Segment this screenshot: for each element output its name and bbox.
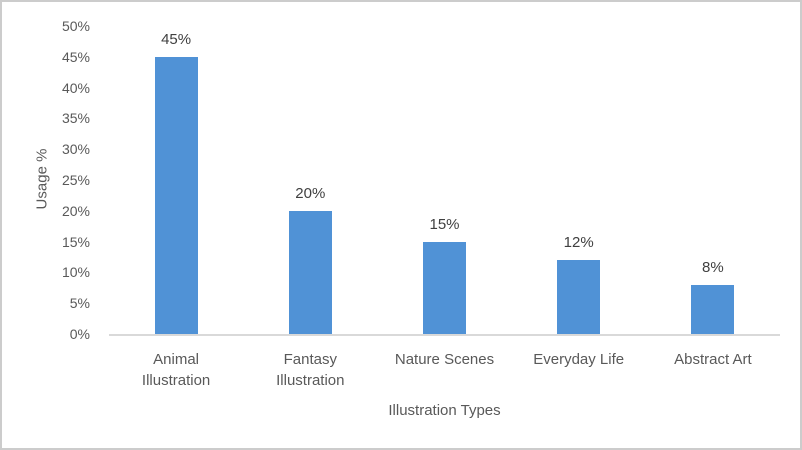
- y-tick-label: 0%: [69, 326, 90, 342]
- category-label: Abstract Art: [674, 351, 752, 368]
- y-tick-label: 15%: [61, 233, 90, 250]
- x-axis-title: Illustration Types: [388, 402, 501, 419]
- bar: [691, 284, 735, 334]
- bar: [288, 210, 332, 334]
- y-tick-label: 45%: [61, 48, 90, 65]
- category-label: Animal Illustration: [141, 351, 211, 389]
- plot-area: 45% 20% 15% 12% 8%: [109, 26, 780, 336]
- y-tick-label: 35%: [61, 110, 90, 127]
- bar: [557, 260, 601, 334]
- category-label: Fantasy Illustration: [276, 351, 345, 389]
- y-tick-label: 5%: [69, 295, 90, 312]
- bar-value-label: 45%: [161, 30, 192, 48]
- y-tick-label: 10%: [61, 264, 90, 281]
- bar-value-label: 20%: [295, 184, 326, 202]
- category-label: Everyday Life: [533, 351, 625, 368]
- y-tick-label: 20%: [61, 202, 90, 219]
- bar: [423, 241, 466, 334]
- bar: [154, 56, 198, 334]
- bar-value-label: 12%: [563, 234, 594, 252]
- y-tick-label: 40%: [61, 79, 90, 96]
- category-label: Nature Scenes: [394, 351, 495, 368]
- bar-value-label: 15%: [429, 215, 460, 233]
- bar-value-label: 8%: [702, 258, 724, 276]
- y-tick-label: 25%: [61, 172, 90, 188]
- y-tick-label: 30%: [61, 141, 90, 158]
- y-tick-label: 50%: [61, 18, 90, 34]
